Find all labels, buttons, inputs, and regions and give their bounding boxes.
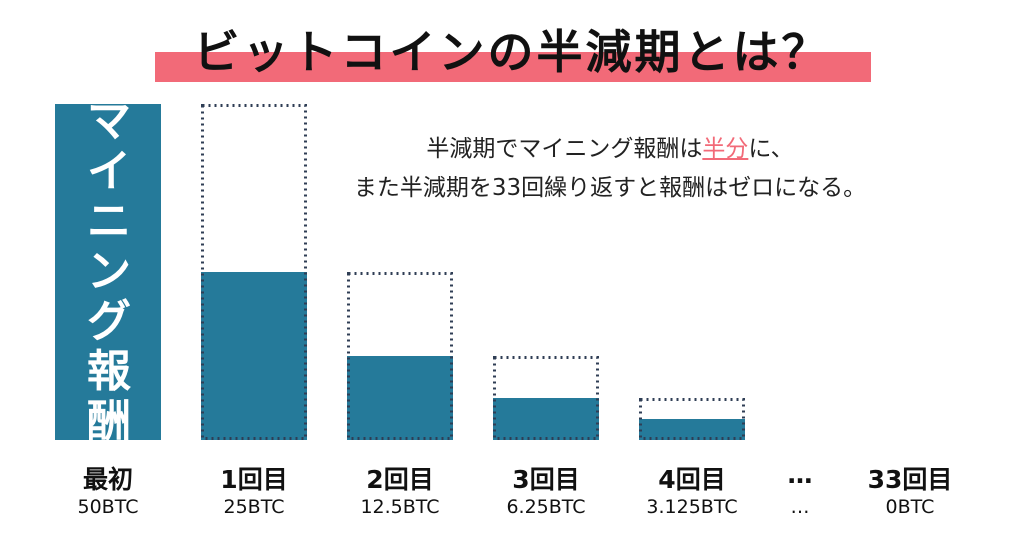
category-label: 2回目 [366,465,434,494]
description-line-1: 半減期でマイニング報酬は半分に、 [320,130,900,169]
value-label: 0BTC [885,496,935,518]
value-label: 25BTC [223,496,285,518]
title-highlight-bar [155,52,871,82]
y-axis-label-char: グ [87,296,131,347]
bar-3 [493,398,599,440]
bar-4 [639,419,745,440]
value-label: … [790,496,810,518]
category-label: 4回目 [658,465,726,494]
category-label: 3回目 [512,465,580,494]
previous-reward-outline-3 [493,356,599,440]
y-axis-label-char: ニ [87,196,131,247]
value-label: 50BTC [77,496,139,518]
y-axis-label-char: 報 [87,346,131,397]
category-label: … [787,460,813,489]
value-label: 12.5BTC [360,496,440,518]
description: 半減期でマイニング報酬は半分に、 また半減期を33回繰り返すと報酬はゼロになる。 [320,130,900,208]
description-highlight: 半分 [702,136,749,162]
description-line-1-pre: 半減期でマイニング報酬は [426,136,703,162]
value-label: 6.25BTC [506,496,586,518]
previous-reward-outline-1 [201,104,307,440]
y-axis-label-char: マ [87,96,131,147]
bar-1 [201,272,307,440]
bar-2 [347,356,453,440]
y-axis-label-char: ン [87,246,131,297]
description-line-2: また半減期を33回繰り返すと報酬はゼロになる。 [353,175,867,201]
y-axis-label-char: 酬 [87,396,131,447]
y-axis-label: マイニング報酬 [56,97,162,447]
description-line-1-post: に、 [748,136,794,162]
y-axis-label-char: イ [87,146,131,197]
previous-reward-outline-2 [347,272,453,440]
previous-reward-outline-4 [639,398,745,440]
category-label: 最初 [82,465,133,494]
value-label: 3.125BTC [646,496,738,518]
bar-0 [55,104,161,440]
category-label: 33回目 [867,465,953,494]
page-title: ビットコインの半減期とは？ [193,25,831,79]
title-area: ビットコインの半減期とは？ [0,14,1024,84]
category-label: 1回目 [220,465,288,494]
